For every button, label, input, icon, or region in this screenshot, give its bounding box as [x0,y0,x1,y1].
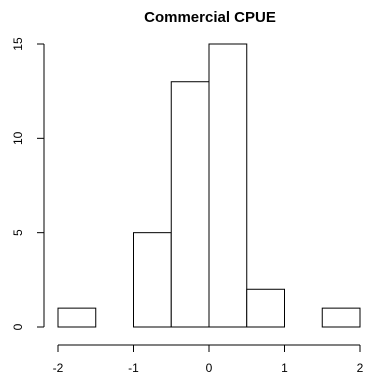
x-axis: -2 -1 0 1 2 [53,344,364,375]
y-tick-label: 15 [11,37,25,51]
histogram-bar [57,307,97,328]
x-tick-label: 2 [357,361,364,375]
x-tick-label: -1 [128,361,139,375]
chart-title: Commercial CPUE [144,9,276,26]
histogram-bar [321,307,361,328]
x-tick-label: 1 [281,361,288,375]
x-tick-label: 0 [206,361,213,375]
histogram-bar [246,288,285,328]
y-axis: 0 5 10 15 [11,37,45,330]
histogram-bar [208,43,248,328]
histogram-bar [133,232,172,328]
histogram-bar [170,81,210,328]
bars-group [57,43,361,328]
y-tick-label: 10 [11,131,25,145]
y-tick-label: 0 [11,323,25,330]
x-tick-label: -2 [53,361,64,375]
y-tick-label: 5 [11,229,25,236]
